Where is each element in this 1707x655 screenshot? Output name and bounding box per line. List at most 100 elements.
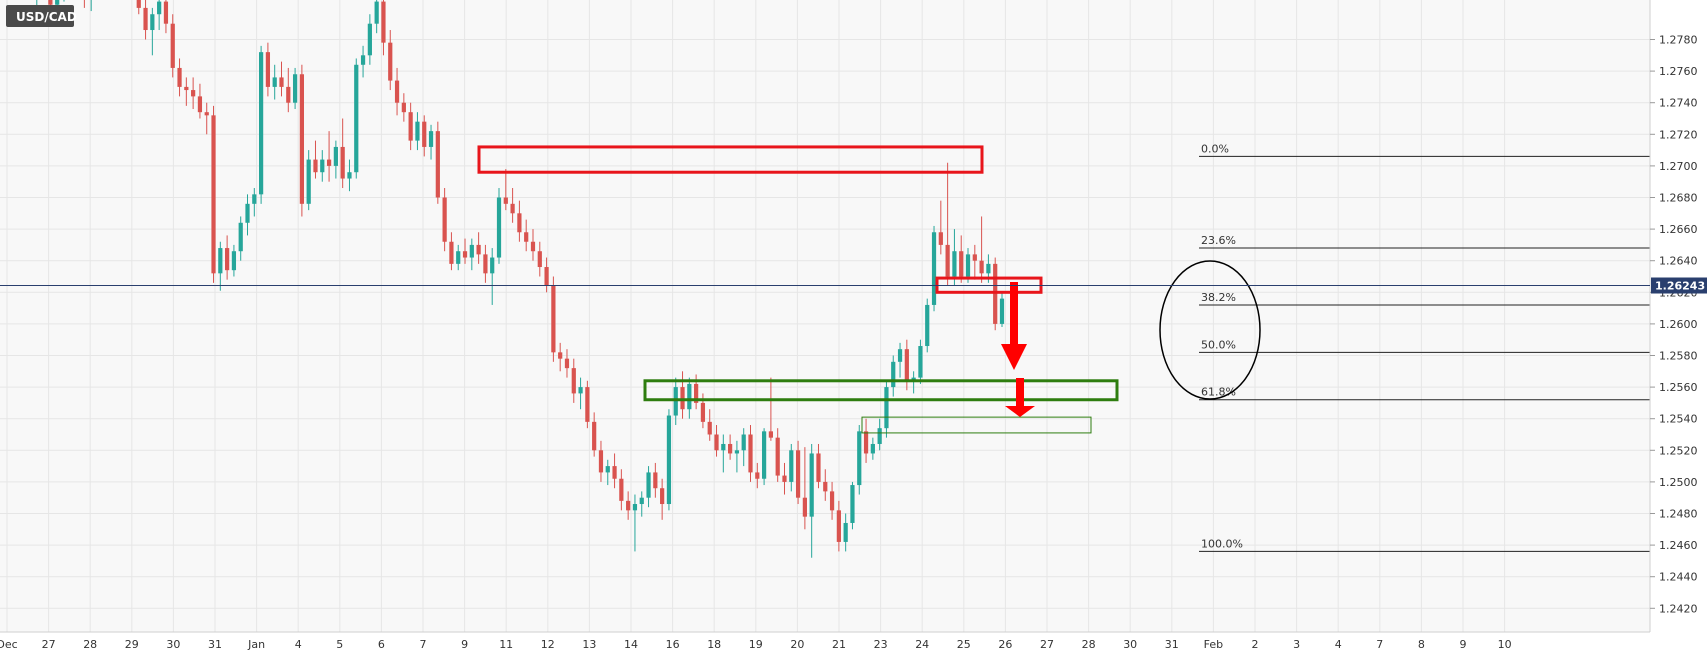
candle [959,235,964,283]
candle-body [673,387,678,416]
candle [292,67,298,110]
x-tick-label: 6 [378,638,385,651]
candle [367,14,372,65]
x-tick-label: 10 [1498,638,1512,651]
candle-body [741,434,746,451]
candle-body [959,251,964,277]
candle [782,462,787,495]
candle [999,292,1005,328]
candle-body [850,485,855,523]
candle-body [578,387,583,394]
candle-body [564,358,570,369]
candle [931,225,937,312]
candle [639,491,644,517]
candle [449,232,454,271]
candle [170,14,175,78]
candle [972,244,977,280]
last-price-label: 1.26243 [1655,280,1705,293]
candle-body [408,112,413,141]
candle-body [191,90,196,97]
candle-body [204,112,209,116]
candle [197,83,203,119]
y-tick-label: 1.2440 [1659,571,1698,584]
candle-body [394,80,400,103]
candle [843,513,848,552]
x-tick-label: 9 [1460,638,1467,651]
candle [632,494,638,552]
candle [36,0,38,8]
candle [83,0,85,8]
candle [809,443,814,558]
candle-body [299,74,304,204]
candle [945,162,950,286]
candle [795,440,801,505]
y-tick-label: 1.2460 [1659,539,1698,552]
candle-body [524,232,529,242]
candle-body [965,254,971,277]
candle-body [177,67,182,87]
x-tick-label: 5 [336,638,343,651]
x-tick-label: 20 [790,638,804,651]
candle [911,371,916,394]
candle [252,188,257,217]
candle-body [639,497,644,505]
candle [721,434,726,473]
x-tick-label: 13 [582,638,596,651]
candle [680,371,685,419]
candle [768,377,774,441]
x-tick-label: 23 [874,638,888,651]
candle-body [571,368,576,394]
candle [313,140,318,179]
candle [653,462,658,498]
candle [388,30,393,91]
vertical-gridlines [6,0,1506,632]
candle [993,257,998,331]
candle [728,434,733,460]
y-tick-label: 1.2600 [1659,318,1698,331]
candle-body [422,121,427,147]
candle-body [184,86,189,91]
candle-body [843,522,848,542]
candle [333,140,338,179]
fib-level-label: 38.2% [1201,291,1236,304]
candle [857,425,862,495]
x-tick-label: 29 [125,638,139,651]
candle [231,244,237,277]
candle [626,491,631,520]
fib-highlight-circle [1159,260,1261,400]
down-arrow-shaft [1010,282,1018,344]
candle [605,459,610,486]
candle-body [768,431,774,438]
candle [789,443,794,492]
candle-body [714,434,719,451]
candle-body [728,443,733,454]
candle-body [415,121,420,141]
y-tick-label: 1.2760 [1659,65,1698,78]
candle [211,105,216,283]
candle [483,244,488,283]
down-arrow-shaft [1016,378,1024,406]
candle [503,169,508,211]
candle-body [48,0,53,5]
candle-body [231,251,237,271]
candle-body [870,443,875,454]
candle-body [55,0,60,5]
candle-body [279,77,284,87]
candle-body [157,1,162,15]
candle [143,0,148,40]
candle-body [598,450,604,473]
candle-body [972,254,977,261]
candle-body [442,197,447,242]
candle-body [136,0,141,8]
candle [401,93,406,122]
candle-body [503,197,508,204]
candle-body [551,285,556,353]
candle [829,481,835,520]
x-tick-label: 14 [624,638,638,651]
candle [238,216,243,261]
candle [462,238,468,264]
candle-body [646,472,651,498]
candle-body [537,251,542,268]
